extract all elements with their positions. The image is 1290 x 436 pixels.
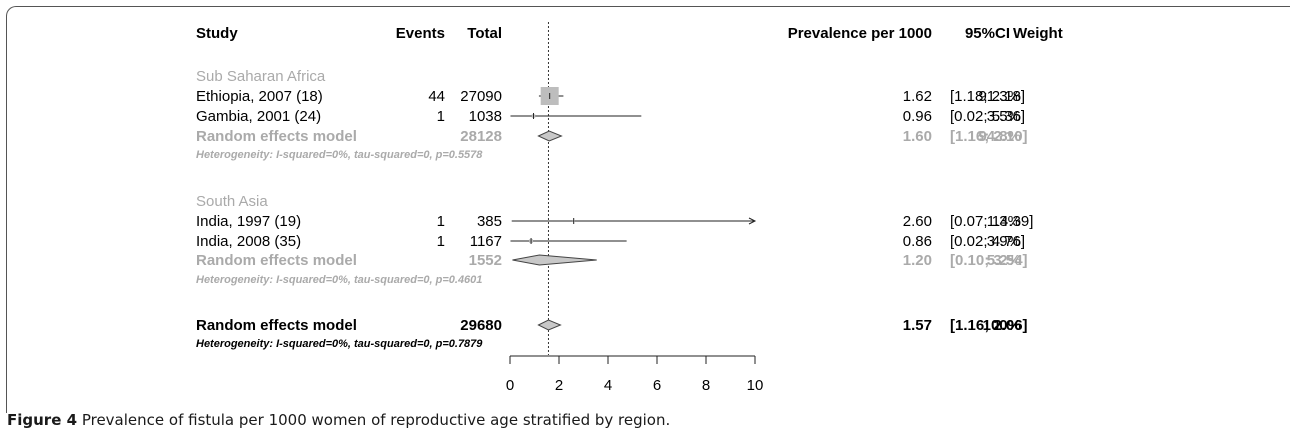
x-axis-tick-label: 6 — [653, 377, 661, 394]
study-total: 1038 — [469, 108, 502, 125]
study-events: 1 — [437, 213, 445, 230]
subgroup-summary-weight: 5.2% — [987, 252, 1021, 269]
subgroup-diamond — [512, 254, 597, 266]
x-axis-tick-label: 0 — [506, 377, 514, 394]
overall-weight: 100% — [983, 317, 1021, 334]
study-total: 27090 — [460, 88, 502, 105]
study-ci: [0.07; 14.39] — [950, 213, 1033, 230]
study-estimate: 1.62 — [903, 88, 932, 105]
study-estimate: 0.86 — [903, 233, 932, 250]
header-study: Study — [196, 25, 238, 42]
overall-ci: [1.16; 2.06] — [950, 317, 1028, 334]
overall-estimate: 1.57 — [903, 317, 932, 334]
study-ci-arrow — [748, 217, 757, 225]
subgroup-title: Sub Saharan Africa — [196, 68, 326, 85]
figure-frame — [6, 6, 1290, 413]
forest-plot: Study Events Total Prevalence per 1000 95%CI… — [196, 22, 1063, 394]
subgroup-summary-estimate: 1.20 — [903, 252, 932, 269]
subgroup-summary-estimate: 1.60 — [903, 128, 932, 145]
study-events: 1 — [437, 233, 445, 250]
caption-text: Prevalence of fistula per 1000 women of … — [81, 411, 671, 429]
x-axis-tick-label: 2 — [555, 377, 563, 394]
study-estimate: 2.60 — [903, 213, 932, 230]
overall-diamond — [537, 319, 562, 331]
subgroup-summary-total: 28128 — [460, 128, 502, 145]
subgroup-heterogeneity: Heterogeneity: I-squared=0%, tau-squared… — [196, 274, 482, 286]
study-total: 1167 — [470, 233, 502, 250]
overall-total: 29680 — [460, 317, 502, 334]
study-label: Ethiopia, 2007 (18) — [196, 88, 323, 105]
figure-caption: Figure 4 Prevalence of fistula per 1000 … — [7, 411, 670, 429]
subgroup-summary-label: Random effects model — [196, 128, 357, 145]
study-ci: [0.02; 5.36] — [950, 108, 1025, 125]
caption-label: Figure 4 — [7, 411, 78, 429]
header-events: Events — [396, 25, 445, 42]
study-weight: 91.3% — [978, 88, 1021, 105]
header-prevalence: Prevalence per 1000 — [788, 25, 932, 42]
subgroup-summary-total: 1552 — [469, 252, 502, 269]
study-weight: 1.3% — [987, 213, 1021, 230]
study-label: Gambia, 2001 (24) — [196, 108, 321, 125]
study-weight: 3.9% — [987, 233, 1021, 250]
study-ci: [0.02; 4.76] — [950, 233, 1025, 250]
study-label: India, 1997 (19) — [196, 213, 301, 230]
study-total: 385 — [477, 213, 502, 230]
study-estimate: 0.96 — [903, 108, 932, 125]
header-weight: Weight — [1013, 25, 1063, 42]
subgroup-summary-label: Random effects model — [196, 252, 357, 269]
x-axis-tick-label: 10 — [747, 377, 764, 394]
subgroup-diamond — [537, 130, 563, 142]
study-events: 44 — [428, 88, 445, 105]
subgroup-heterogeneity: Heterogeneity: I-squared=0%, tau-squared… — [196, 149, 483, 161]
study-events: 1 — [437, 108, 445, 125]
header-ci: 95%CI — [965, 25, 1010, 42]
subgroup-summary-ci: [0.10; 3.54] — [950, 252, 1028, 269]
header-total: Total — [467, 25, 502, 42]
subgroup-summary-ci: [1.16; 2.10] — [950, 128, 1028, 145]
study-weight: 3.5% — [987, 108, 1021, 125]
overall-heterogeneity: Heterogeneity: I-squared=0%, tau-squared… — [196, 338, 483, 350]
subgroup-title: South Asia — [196, 193, 268, 210]
x-axis-tick-label: 8 — [702, 377, 710, 394]
study-ci: [1.18; 2.18] — [950, 88, 1025, 105]
overall-label: Random effects model — [196, 317, 357, 334]
x-axis-tick-label: 4 — [604, 377, 612, 394]
study-label: India, 2008 (35) — [196, 233, 301, 250]
subgroup-summary-weight: 94.8% — [978, 128, 1021, 145]
